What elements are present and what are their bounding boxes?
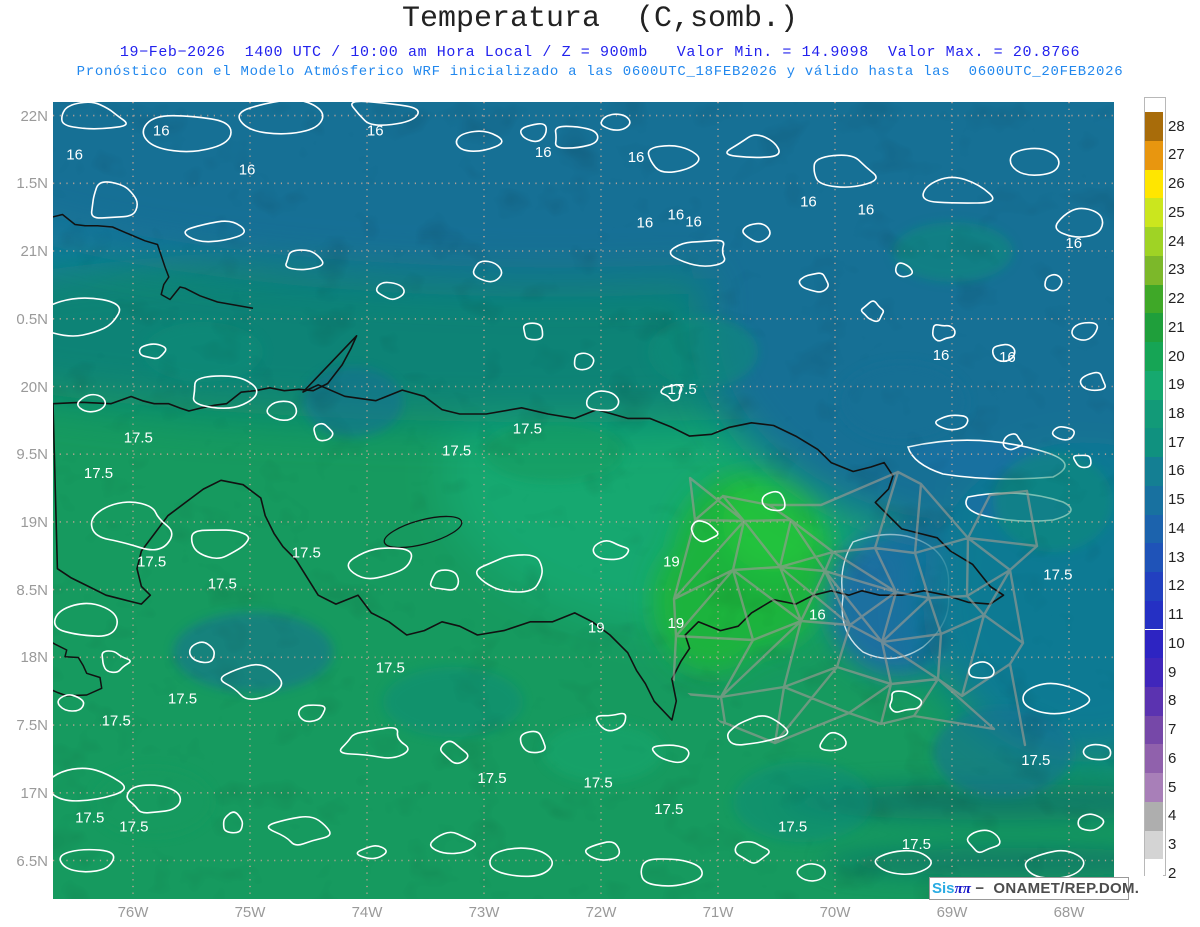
svg-text:16: 16 <box>858 201 875 218</box>
svg-text:17.5: 17.5 <box>1021 752 1050 769</box>
svg-text:17.5: 17.5 <box>137 553 166 570</box>
svg-text:17.5: 17.5 <box>168 690 197 707</box>
svg-text:16: 16 <box>66 147 83 164</box>
svg-text:16: 16 <box>685 214 702 231</box>
svg-text:17.5: 17.5 <box>668 381 697 398</box>
svg-text:17.5: 17.5 <box>376 659 405 676</box>
svg-text:17.5: 17.5 <box>124 429 153 446</box>
svg-text:17.5: 17.5 <box>513 421 542 438</box>
svg-text:16: 16 <box>999 349 1016 366</box>
svg-text:17.5: 17.5 <box>778 819 807 836</box>
svg-text:17.5: 17.5 <box>292 545 321 562</box>
svg-text:17.5: 17.5 <box>1043 567 1072 584</box>
svg-text:16: 16 <box>933 347 950 364</box>
svg-text:16: 16 <box>1065 235 1082 252</box>
svg-text:16: 16 <box>367 123 384 140</box>
svg-text:16: 16 <box>809 606 826 623</box>
svg-text:16: 16 <box>153 123 170 140</box>
svg-text:16: 16 <box>239 162 256 179</box>
svg-text:17.5: 17.5 <box>902 836 931 853</box>
svg-text:19: 19 <box>588 620 605 637</box>
svg-text:16: 16 <box>800 193 817 210</box>
svg-text:17.5: 17.5 <box>208 575 237 592</box>
svg-text:17.5: 17.5 <box>477 770 506 787</box>
svg-text:19: 19 <box>663 553 680 570</box>
svg-text:17.5: 17.5 <box>584 774 613 791</box>
svg-text:17.5: 17.5 <box>654 801 683 818</box>
svg-text:19: 19 <box>668 615 685 632</box>
svg-text:17.5: 17.5 <box>442 443 471 460</box>
svg-text:16: 16 <box>535 144 552 161</box>
svg-text:17.5: 17.5 <box>119 819 148 836</box>
svg-text:17.5: 17.5 <box>84 465 113 482</box>
svg-text:16: 16 <box>628 149 645 166</box>
svg-text:16: 16 <box>668 207 685 224</box>
svg-text:17.5: 17.5 <box>75 810 104 827</box>
svg-text:17.5: 17.5 <box>102 713 131 730</box>
svg-text:16: 16 <box>637 215 654 232</box>
